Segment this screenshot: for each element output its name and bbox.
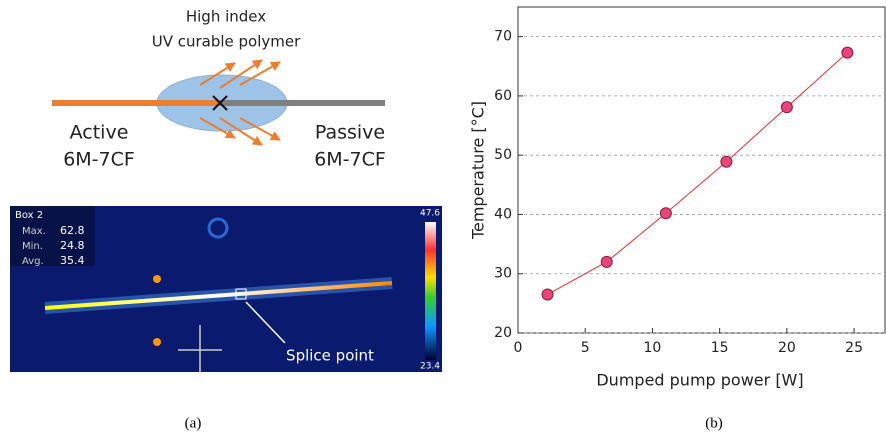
box-label: Box 2 [15,210,43,221]
annotation-arrow [245,301,286,344]
annotation: Splice point [286,347,374,365]
x-tick-label: 15 [711,340,729,356]
y-tick-label: 40 [494,206,512,222]
y-axis-label: Temperature [°C] [469,101,488,240]
fiber-hot [44,281,393,310]
point [841,46,854,59]
diagram-title: High index [186,8,266,26]
x-tick-label: 25 [845,340,863,356]
y-tick-label: 60 [494,88,512,104]
y-tick-label: 30 [494,266,512,282]
stat-value: 62.8 [60,224,85,237]
plot-frame [517,6,886,334]
scale-min: 23.4 [420,362,440,372]
point [600,255,613,268]
point [720,155,733,168]
hot-spot [153,338,161,346]
stat-name: Min. [22,241,43,252]
splice-box [235,288,247,300]
diagram: High index UV curable polymer Active 6M-… [52,8,386,171]
left-label: 6M-7CF [63,149,135,171]
stats-box [10,206,95,266]
right-label: Passive [315,122,385,144]
caption: (b) [705,415,723,431]
hot-spot [153,275,161,283]
reflection [207,217,229,239]
arrows [199,59,281,146]
point [541,288,554,301]
x-axis-label: Dumped pump power [W] [596,371,803,390]
point [780,101,793,114]
stat-name: Avg. [22,256,44,267]
y-tick-label: 20 [494,325,512,341]
color-bar [425,222,436,360]
x-tick-label: 10 [644,340,662,356]
stat-value: 35.4 [60,254,85,267]
crosshair [178,325,222,372]
left-label: Active [70,122,129,144]
y-tick-label: 70 [494,29,512,45]
caption: (a) [185,415,202,431]
diagram-title: UV curable polymer [152,33,301,51]
x-tick-label: 0 [514,340,523,356]
stat-name: Max. [22,226,46,237]
x-tick-label: 20 [778,340,796,356]
x-tick-label: 5 [581,340,590,356]
point [659,207,672,220]
right-label: 6M-7CF [314,149,386,171]
splice-mark [212,95,228,111]
scale-max: 47.6 [420,209,440,219]
stat-value: 24.8 [60,239,85,252]
series-line [547,52,848,295]
thermal-image: 47.6 23.4 Box 2 Splice point [10,206,442,372]
y-tick-label: 50 [494,147,512,163]
